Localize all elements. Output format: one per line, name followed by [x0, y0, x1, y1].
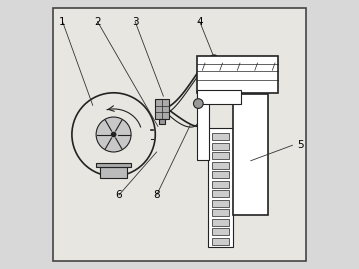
Bar	[208, 128, 233, 247]
Text: 5: 5	[297, 140, 304, 150]
Bar	[213, 200, 229, 207]
Bar	[233, 94, 268, 215]
Bar	[213, 228, 229, 235]
Bar	[213, 190, 229, 197]
Bar	[213, 152, 229, 159]
Bar	[213, 219, 229, 226]
Bar	[96, 163, 131, 167]
Bar	[213, 171, 229, 178]
Bar	[100, 167, 127, 178]
Bar	[155, 99, 169, 119]
Bar	[213, 133, 229, 140]
Circle shape	[194, 99, 203, 108]
Bar	[213, 143, 229, 150]
Text: 6: 6	[116, 190, 122, 200]
Text: 3: 3	[132, 16, 139, 27]
Bar	[197, 93, 209, 160]
Bar	[159, 119, 165, 124]
Circle shape	[111, 132, 116, 137]
Text: 8: 8	[153, 190, 160, 200]
Bar	[213, 181, 229, 188]
Text: 1: 1	[59, 16, 66, 27]
Bar	[197, 56, 278, 93]
Circle shape	[72, 93, 155, 176]
Bar	[213, 162, 229, 169]
Text: 2: 2	[94, 16, 101, 27]
Bar	[197, 90, 241, 104]
Text: 4: 4	[196, 16, 203, 27]
Bar	[213, 209, 229, 216]
Circle shape	[96, 117, 131, 152]
Bar	[213, 238, 229, 245]
